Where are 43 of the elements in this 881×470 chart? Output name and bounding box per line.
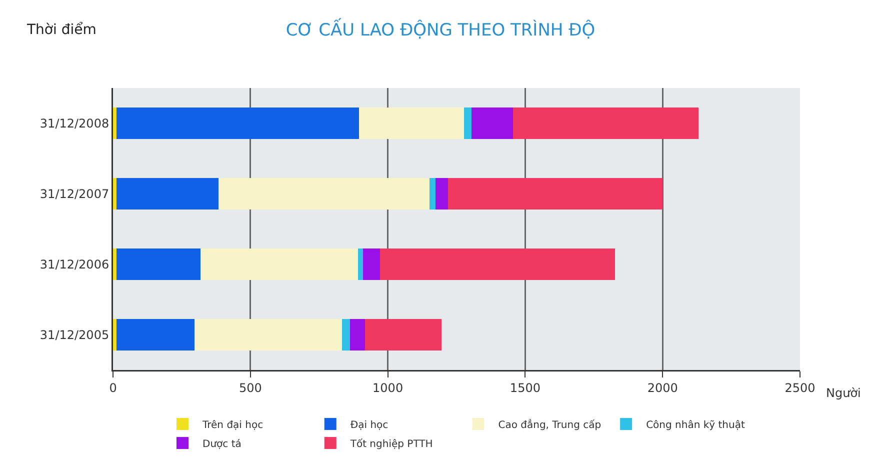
x-tick-label: 1500	[510, 380, 540, 395]
legend-label: Trên đại học	[202, 420, 264, 431]
bar	[116, 318, 194, 351]
bar	[472, 107, 513, 140]
x-tick-label: 500	[238, 380, 262, 395]
bar	[380, 248, 615, 280]
bar	[200, 248, 358, 280]
y-tick-label: 31/12/2005	[40, 328, 110, 342]
bar	[116, 178, 219, 210]
bar	[218, 178, 430, 210]
bar	[364, 318, 442, 351]
bar	[116, 107, 359, 140]
bar	[464, 107, 472, 140]
bar	[113, 107, 116, 140]
bar	[512, 107, 698, 140]
x-tick-label: 1000	[372, 380, 404, 395]
legend-label: Dược tá	[202, 438, 242, 450]
x-tick-label: 2500	[784, 380, 816, 395]
bar	[358, 248, 363, 280]
bar	[448, 178, 663, 210]
bar	[113, 178, 116, 210]
y-axis-title: Thời điểm	[26, 21, 96, 38]
y-tick-label: 31/12/2008	[40, 116, 110, 130]
bar	[113, 318, 116, 351]
chart-title: CƠ CẤU LAO ĐỘNG THEO TRÌNH ĐỘ	[286, 17, 596, 40]
x-axis-title: Người	[826, 386, 861, 400]
y-tick-label: 31/12/2007	[40, 186, 110, 201]
x-tick-label: 2000	[647, 380, 678, 395]
legend-label: Tốt nghiệp PTTH	[349, 438, 433, 450]
bar	[358, 107, 464, 140]
bar	[350, 318, 365, 351]
legend-label: Công nhân kỹ thuật	[646, 420, 745, 431]
legend-label: Cao đẳng, Trung cấp	[498, 418, 602, 431]
bar	[362, 248, 380, 280]
bar	[429, 178, 436, 210]
y-tick-label: 31/12/2006	[40, 257, 110, 272]
bar	[113, 248, 116, 280]
bar	[116, 248, 200, 280]
bar	[435, 178, 448, 210]
x-tick-label: 0	[109, 380, 117, 395]
legend-label: Đại học	[350, 420, 388, 431]
bar	[194, 318, 342, 351]
bar	[342, 318, 350, 351]
